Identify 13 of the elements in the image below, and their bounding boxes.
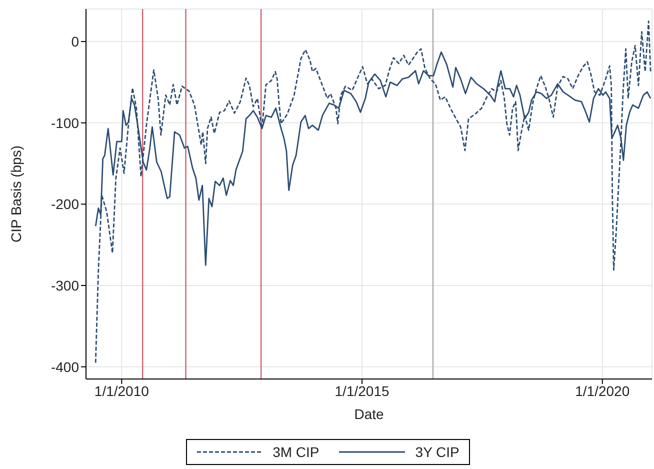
y-tick-label: -200: [50, 196, 80, 212]
y-tick-label: -100: [50, 114, 80, 131]
y-tick-label: -400: [50, 358, 80, 375]
x-tick-label: 1/1/2015: [334, 382, 390, 399]
y-axis-title: CIP Basis (bps): [8, 146, 24, 242]
x-tick-label: 1/1/2020: [575, 382, 630, 399]
legend-label: 3M CIP: [272, 444, 320, 460]
y-tick-label: -300: [50, 277, 80, 294]
legend-label: 3Y CIP: [415, 444, 460, 460]
x-axis-title: Date: [354, 406, 384, 422]
x-tick-label: 1/1/2010: [94, 382, 150, 399]
y-tick-label: 0: [71, 33, 80, 50]
line-series: [94, 20, 652, 364]
